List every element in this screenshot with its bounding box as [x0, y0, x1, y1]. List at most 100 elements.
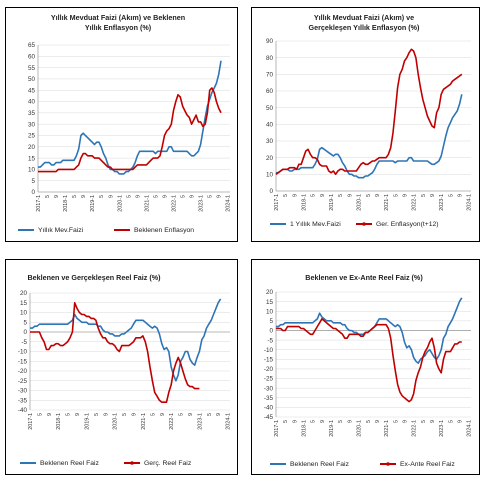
legend-marker: [362, 222, 366, 226]
x-tick-label: 5: [448, 194, 454, 197]
x-tick-label: 2022-1: [412, 194, 418, 211]
y-tick-label: 20: [266, 155, 274, 162]
y-tick-label: -15: [264, 357, 274, 364]
x-tick-label: 9: [430, 194, 436, 197]
legend-label: 1 Yıllık Mev.Faizi: [290, 221, 341, 228]
y-tick-label: 10: [266, 172, 274, 179]
y-tick-label: -40: [264, 405, 274, 412]
x-tick-label: 5: [207, 413, 213, 416]
y-tick-label: 30: [28, 121, 36, 128]
y-tick-label: -25: [264, 376, 274, 383]
x-tick-label: 9: [190, 195, 196, 198]
x-tick-label: 5: [153, 195, 159, 198]
y-tick-label: 80: [266, 55, 274, 62]
x-tick-label: 9: [54, 195, 60, 198]
x-tick-label: 5: [283, 420, 289, 423]
y-tick-label: 0: [269, 328, 273, 335]
y-tick-label: 40: [28, 99, 36, 106]
chart-title: Gerçekleşen Yıllık Enflasyon (%): [309, 23, 421, 32]
chart-panel-4: Beklenen ve Ex-Ante Reel Faiz (%) -45 -40 -…: [251, 259, 480, 475]
x-tick-label: 2019-1: [329, 420, 335, 437]
y-tick-label: -20: [264, 366, 274, 373]
x-tick-label: 2024-1: [467, 420, 473, 437]
x-tick-label: 5: [311, 194, 317, 197]
x-tick-label: 2021-1: [384, 194, 390, 211]
x-tick-label: 9: [216, 413, 222, 416]
x-tick-label: 2018-1: [302, 420, 308, 437]
x-tick-label: 9: [320, 194, 326, 197]
legend-label: Beklenen Reel Faiz: [290, 461, 350, 468]
x-tick-label: 5: [94, 413, 100, 416]
x-tick-label: 2023-1: [439, 420, 445, 437]
x-tick-label: 2018-1: [63, 195, 69, 212]
chart-title: Yıllık Mevduat Faizi (Akım) ve: [314, 13, 414, 22]
x-tick-label: 5: [208, 195, 214, 198]
chart-title: Beklenen ve Ex-Ante Reel Faiz (%): [305, 273, 423, 282]
x-tick-label: 2024-1: [226, 195, 232, 212]
legend-marker: [130, 461, 134, 465]
chart-svg-2: Yıllık Mevduat Faizi (Akım) veGerçekleşe…: [266, 13, 473, 228]
x-tick-label: 5: [181, 195, 187, 198]
x-tick-label: 9: [217, 195, 223, 198]
x-tick-label: 2023-1: [197, 413, 203, 430]
y-tick-label: 35: [28, 110, 36, 117]
x-tick-label: 9: [75, 413, 81, 416]
y-tick-label: 10: [28, 167, 36, 174]
x-tick-label: 9: [320, 420, 326, 423]
legend-label: Yıllık Mev.Faizi: [38, 227, 84, 234]
x-tick-label: 5: [393, 420, 399, 423]
series-line-2: [30, 301, 200, 403]
x-tick-label: 2017-1: [36, 195, 42, 212]
x-tick-label: 5: [283, 194, 289, 197]
x-tick-label: 9: [160, 413, 166, 416]
x-tick-label: 5: [366, 194, 372, 197]
y-tick-label: -30: [18, 388, 28, 395]
x-tick-label: 9: [375, 194, 381, 197]
x-tick-label: 9: [292, 194, 298, 197]
y-tick-label: 15: [266, 299, 274, 306]
x-tick-label: 2023-1: [199, 195, 205, 212]
x-tick-label: 9: [103, 413, 109, 416]
y-tick-label: 50: [266, 105, 274, 112]
x-tick-label: 2022-1: [172, 195, 178, 212]
chart-svg-4: Beklenen ve Ex-Ante Reel Faiz (%) -45 -40 -…: [264, 273, 473, 468]
x-tick-label: 5: [421, 420, 427, 423]
x-tick-label: 2017-1: [274, 420, 280, 437]
x-tick-label: 5: [122, 413, 128, 416]
chart-panel-3: Beklenen ve Gerçekleşen Reel Faiz (%) -40…: [5, 259, 238, 475]
y-tick-label: 0: [23, 329, 27, 336]
y-tick-label: -5: [267, 337, 273, 344]
y-tick-label: -35: [264, 395, 274, 402]
y-tick-label: -35: [18, 397, 28, 404]
series-line-1: [30, 298, 222, 382]
x-tick-label: 9: [430, 420, 436, 423]
chart-title: Yıllık Enflasyon (%): [85, 23, 152, 32]
series-line-2: [276, 318, 462, 403]
x-tick-label: 5: [126, 195, 132, 198]
x-tick-label: 2020-1: [117, 195, 123, 212]
y-tick-label: -20: [18, 368, 28, 375]
x-tick-label: 9: [402, 194, 408, 197]
y-tick-label: 20: [20, 290, 28, 297]
y-tick-label: 20: [266, 289, 274, 296]
y-tick-label: -45: [264, 414, 274, 421]
y-tick-label: -10: [264, 347, 274, 354]
y-tick-label: 30: [266, 138, 274, 145]
x-tick-label: 9: [292, 420, 298, 423]
chart-title: Yıllık Mevduat Faizi (Akım) ve Beklenen: [51, 13, 185, 22]
series-line-1: [38, 60, 222, 175]
series-line-2: [275, 48, 463, 176]
series-line-1: [276, 94, 463, 179]
x-tick-label: 9: [132, 413, 138, 416]
legend-label: Beklenen Reel Faiz: [40, 460, 100, 467]
legend-label: Beklenen Enflasyon: [134, 227, 194, 234]
x-tick-label: 9: [402, 420, 408, 423]
y-tick-label: 10: [20, 310, 28, 317]
y-tick-label: 15: [20, 300, 28, 307]
x-tick-label: 2019-1: [90, 195, 96, 212]
x-tick-label: 2019-1: [84, 413, 90, 430]
y-tick-label: 5: [31, 178, 35, 185]
x-tick-label: 5: [366, 420, 372, 423]
y-tick-label: 25: [28, 133, 36, 140]
x-tick-label: 5: [37, 413, 43, 416]
